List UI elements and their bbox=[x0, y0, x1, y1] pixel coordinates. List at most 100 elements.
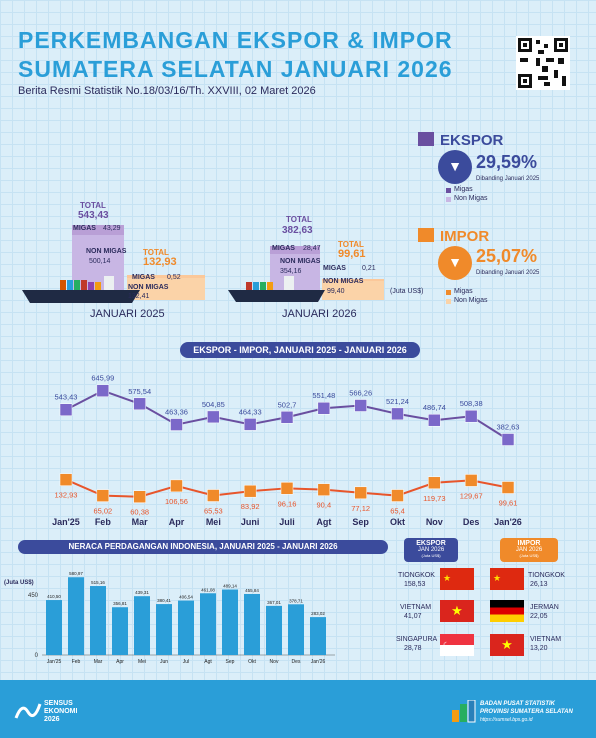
impor-2025-migas: 0,52 bbox=[167, 274, 181, 281]
neraca-value-label: 461,08 bbox=[201, 587, 215, 592]
impor-2025-total-label: TOTAL bbox=[143, 248, 169, 257]
page-title: PERKEMBANGAN EKSPOR & IMPOR SUMATERA SEL… bbox=[18, 26, 453, 84]
legend-nonmigas-swatch bbox=[446, 197, 451, 202]
footer: SENSUS EKONOMI 2026 BADAN PUSAT STATISTI… bbox=[0, 680, 596, 738]
partner-impor-title: IMPOR bbox=[517, 540, 541, 547]
neraca-value-label: 439,31 bbox=[135, 590, 149, 595]
vietnam-flag-icon-impor: ★ bbox=[490, 634, 524, 656]
impor-pct: 25,07% bbox=[476, 246, 538, 266]
legend-impor-nonmigas: Non Migas bbox=[454, 297, 488, 304]
summary-graphic bbox=[22, 225, 384, 303]
neraca-bar bbox=[266, 605, 282, 655]
neraca-bar bbox=[288, 604, 304, 655]
neraca-bar bbox=[112, 607, 128, 655]
impor-partner-3-value: 13,20 bbox=[530, 645, 548, 652]
trend-x-tick: Feb bbox=[95, 517, 112, 527]
period-2025: JANUARI 2025 bbox=[90, 308, 165, 320]
partner-impor-unit: (Juta US$) bbox=[519, 553, 539, 558]
ekspor-2026-total: 382,63 bbox=[282, 225, 313, 236]
impor-partner-2-country: JERMAN bbox=[530, 604, 559, 611]
trend-x-tick: Apr bbox=[169, 517, 185, 527]
impor-2026-total-label: TOTAL bbox=[338, 240, 364, 249]
impor-value-label: 77,12 bbox=[351, 504, 370, 513]
impor-value-label: 65,53 bbox=[204, 507, 223, 516]
impor-container-icon bbox=[418, 228, 434, 242]
partner-impor-badge: IMPOR JAN 2026 (Juta US$) bbox=[500, 538, 558, 562]
trend-title: EKSPOR - IMPOR, JANUARI 2025 - JANUARI 2… bbox=[180, 342, 420, 358]
neraca-bar bbox=[200, 593, 216, 655]
partner-ekspor-badge: EKSPOR JAN 2026 (Juta US$) bbox=[404, 538, 458, 562]
impor-2025-nonmigas: 132,41 bbox=[128, 293, 150, 300]
trend-x-tick: Jan'25 bbox=[52, 517, 80, 527]
legend-migas-swatch bbox=[446, 188, 451, 193]
trend-x-tick: Des bbox=[463, 517, 480, 527]
ekspor-point bbox=[243, 418, 257, 431]
bps-logo-icon bbox=[452, 699, 476, 724]
impor-value-label: 65,02 bbox=[93, 507, 112, 516]
impor-value-label: 65,4 bbox=[390, 507, 405, 516]
page-subtitle: Berita Resmi Statistik No.18/03/16/Th. X… bbox=[18, 85, 316, 97]
neraca-x-tick: Okt bbox=[248, 659, 256, 665]
sensus-line-2: EKONOMI bbox=[44, 708, 78, 715]
neraca-bar bbox=[46, 600, 62, 655]
impor-note: Dibanding Januari 2025 bbox=[476, 270, 540, 276]
ekspor-value-label: 543,43 bbox=[55, 393, 78, 402]
ekspor-value-label: 486,74 bbox=[423, 403, 446, 412]
germany-flag-icon bbox=[490, 600, 524, 622]
bps-line-2: PROVINSI SUMATERA SELATAN bbox=[480, 709, 573, 715]
ekspor-2025-total: 543,43 bbox=[78, 210, 109, 221]
ekspor-2025-nonmigas-label: NON MIGAS bbox=[86, 248, 127, 255]
neraca-x-tick: Mar bbox=[94, 659, 103, 665]
title-line-2: SUMATERA SELATAN JANUARI 2026 bbox=[18, 56, 453, 82]
impor-partner-2-value: 22,05 bbox=[530, 613, 548, 620]
neraca-x-tick: Jan'25 bbox=[47, 659, 62, 665]
ekspor-value-label: 464,33 bbox=[239, 407, 262, 416]
period-2026: JANUARI 2026 bbox=[282, 308, 357, 320]
ekspor-point bbox=[96, 384, 110, 397]
neraca-x-tick: Mei bbox=[138, 659, 146, 665]
ekspor-value-label: 575,54 bbox=[128, 387, 151, 396]
impor-point bbox=[207, 489, 220, 502]
impor-2025-migas-bar bbox=[127, 275, 205, 278]
trend-x-tick: Mar bbox=[132, 517, 149, 527]
legend-impor-migas-swatch bbox=[446, 290, 451, 295]
bar-y-tick: 450 bbox=[28, 593, 39, 599]
impor-point bbox=[428, 476, 441, 490]
neraca-x-tick: Agt bbox=[204, 659, 212, 665]
sensus-line-3: 2026 bbox=[44, 716, 60, 723]
neraca-x-tick: Jul bbox=[183, 659, 189, 665]
ship-icon-2026 bbox=[228, 276, 325, 302]
neraca-x-tick: Nov bbox=[270, 659, 279, 665]
neraca-bar bbox=[222, 589, 238, 655]
ekspor-2026-nonmigas-label: NON MIGAS bbox=[280, 258, 321, 265]
qr-code-icon[interactable] bbox=[516, 36, 570, 90]
neraca-x-tick: Des bbox=[292, 659, 301, 665]
neraca-bar bbox=[244, 593, 260, 655]
impor-value-label: 119,73 bbox=[423, 494, 445, 503]
neraca-x-tick: Sep bbox=[226, 659, 235, 665]
neraca-bar bbox=[310, 617, 326, 655]
ekspor-down-icon: ▼ bbox=[438, 150, 472, 184]
neraca-value-label: 515,16 bbox=[91, 580, 105, 585]
ekspor-point bbox=[59, 403, 73, 416]
ekspor-point bbox=[170, 418, 183, 431]
bps-url: https://sumsel.bps.go.id bbox=[480, 717, 533, 723]
neraca-bar bbox=[90, 586, 106, 655]
legend-impor-nonmigas-swatch bbox=[446, 299, 451, 304]
ekspor-partner-3-value: 28,78 bbox=[404, 645, 422, 652]
neraca-value-label: 455,84 bbox=[245, 588, 259, 593]
ekspor-value-label: 566,26 bbox=[349, 389, 372, 398]
trend-x-tick: Juli bbox=[279, 517, 295, 527]
impor-point bbox=[243, 484, 257, 498]
ekspor-point bbox=[207, 410, 220, 424]
neraca-value-label: 356,81 bbox=[113, 601, 127, 606]
ekspor-partner-2-value: 41,07 bbox=[404, 613, 422, 620]
ekspor-point bbox=[354, 399, 367, 412]
trend-x-tick: Juni bbox=[241, 517, 260, 527]
impor-point bbox=[96, 489, 110, 502]
impor-point bbox=[391, 489, 404, 502]
impor-point bbox=[464, 474, 478, 487]
ekspor-partner-3-country: SINGAPURA bbox=[396, 636, 438, 643]
ekspor-value-label: 504,85 bbox=[202, 400, 225, 409]
legend-impor-migas: Migas bbox=[454, 288, 473, 295]
